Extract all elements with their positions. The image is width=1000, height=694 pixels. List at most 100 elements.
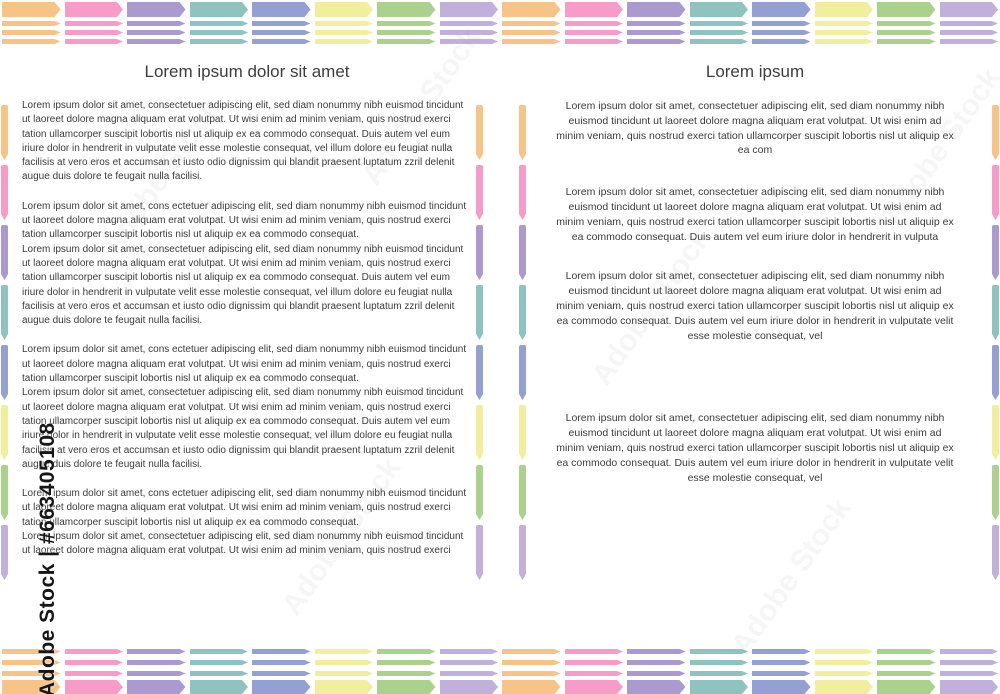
adobe-stock-watermark: Adobe Stock | #663405108 [36,422,59,694]
arrow-shape [690,2,749,17]
arrow-shape [752,30,811,35]
arrow-shape [565,649,624,654]
arrow-shape [690,660,749,665]
arrow-shape [940,660,999,665]
arrow-shape [502,671,561,676]
paragraph: Lorem ipsum dolor sit amet, consectetuer… [556,100,954,157]
paragraph: Lorem ipsum dolor sit amet, consectetuer… [556,412,954,484]
vertical-arrow-shape [1,465,8,520]
arrow-shape [377,671,436,676]
arrow-shape [252,660,311,665]
vertical-arrow-shape [476,285,483,340]
arrow-shape [190,680,249,694]
left-page-right-arrow-strip [476,105,483,580]
arrow-shape [315,30,374,35]
arrow-shape [377,39,436,44]
arrow-shape [502,649,561,654]
arrow-shape [65,39,124,44]
arrow-shape [315,649,374,654]
arrow-shape [502,2,561,17]
arrow-shape [877,649,936,654]
arrow-shape [565,30,624,35]
vertical-arrow-shape [519,525,526,580]
arrow-shape [315,21,374,26]
vertical-arrow-shape [476,225,483,280]
vertical-arrow-shape [519,465,526,520]
vertical-arrow-shape [1,405,8,460]
arrow-shape [565,21,624,26]
arrow-shape [815,39,874,44]
arrow-shape [815,2,874,17]
right-page-title: Lorem ipsum [705,62,805,81]
arrow-shape [2,30,61,35]
vertical-arrow-shape [1,105,8,160]
arrow-shape [940,671,999,676]
arrow-shape [627,680,686,694]
vertical-arrow-shape [476,465,483,520]
paragraph: Lorem ipsum dolor sit amet, consectetuer… [22,100,464,183]
arrow-shape [315,671,374,676]
arrow-shape [502,21,561,26]
arrow-shape [877,30,936,35]
vertical-arrow-shape [992,165,999,220]
left-page-left-arrow-strip [1,105,8,580]
arrow-shape [190,30,249,35]
arrow-shape [627,21,686,26]
vertical-arrow-shape [476,405,483,460]
vertical-arrow-shape [519,225,526,280]
arrow-shape [752,649,811,654]
arrow-shape [440,21,499,26]
vertical-arrow-shape [476,105,483,160]
arrow-shape [815,680,874,694]
paragraph: Lorem ipsum dolor sit amet, consectetuer… [22,531,464,557]
arrow-shape [752,660,811,665]
arrow-shape [440,39,499,44]
vertical-arrow-shape [1,525,8,580]
arrow-shape [877,660,936,665]
arrow-shape [565,2,624,17]
arrow-shape [377,680,436,694]
arrow-shape [877,39,936,44]
paragraph: Lorem ipsum dolor sit amet, consectetuer… [22,387,464,470]
arrow-shape [65,2,124,17]
arrow-shape [627,30,686,35]
arrow-shape [65,30,124,35]
arrow-shape [190,21,249,26]
arrow-shape [127,649,186,654]
arrow-row-thin [2,649,998,654]
arrow-shape [940,21,999,26]
arrow-shape [252,21,311,26]
arrow-shape [690,39,749,44]
arrow-shape [2,660,61,665]
vertical-arrow-shape [519,105,526,160]
paragraph: Lorem ipsum dolor sit amet, cons ectetue… [22,488,467,528]
arrow-row-thin [2,660,998,665]
vertical-arrow-shape [992,225,999,280]
arrow-shape [690,680,749,694]
arrow-shape [627,660,686,665]
arrow-shape [440,671,499,676]
arrow-shape [190,39,249,44]
arrow-shape [627,39,686,44]
arrow-shape [690,21,749,26]
arrow-shape [127,680,186,694]
vertical-arrow-shape [519,165,526,220]
arrow-shape [65,680,124,694]
arrow-shape [127,21,186,26]
diagonal-watermark: Adobe Stock [725,492,858,662]
arrow-shape [65,671,124,676]
arrow-shape [377,21,436,26]
arrow-shape [127,39,186,44]
arrow-shape [65,649,124,654]
arrow-shape [877,21,936,26]
arrow-shape [127,671,186,676]
arrow-shape [315,680,374,694]
arrow-shape [190,2,249,17]
arrow-shape [190,649,249,654]
arrow-shape [65,21,124,26]
arrow-shape [252,671,311,676]
arrow-shape [2,2,61,17]
paragraph: Lorem ipsum dolor sit amet, consectetuer… [556,270,954,342]
arrow-shape [815,21,874,26]
